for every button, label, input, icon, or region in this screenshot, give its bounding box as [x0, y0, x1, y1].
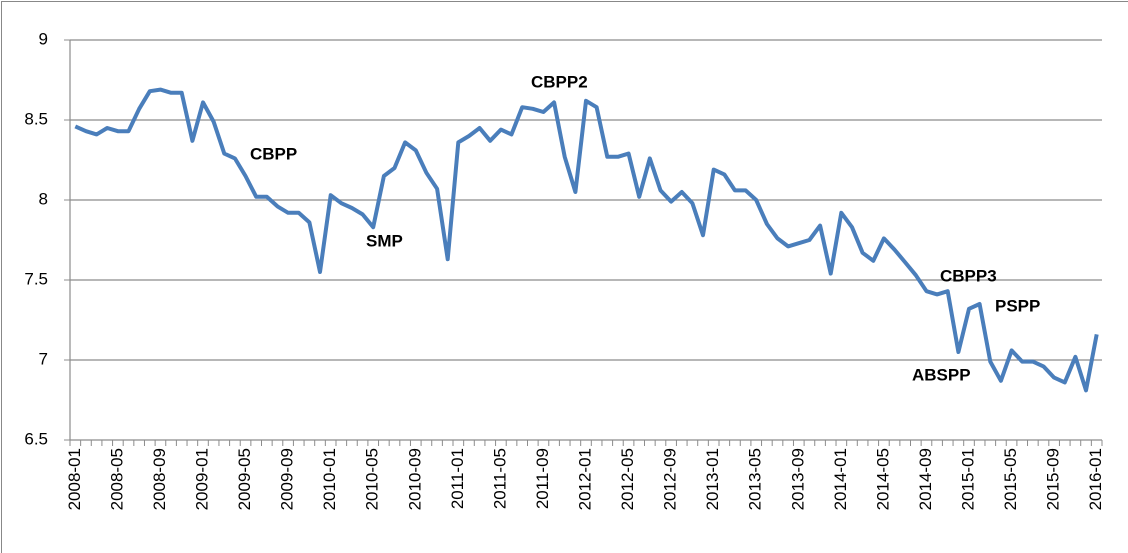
y-tick-label: 8.5 [24, 109, 48, 128]
x-tick-label: 2010-09 [405, 448, 424, 510]
x-tick-label: 2015-09 [1044, 448, 1063, 510]
x-tick-label: 2008-09 [150, 448, 169, 510]
y-tick-label: 7 [39, 349, 48, 368]
annotation: PSPP [995, 296, 1040, 315]
x-tick-label: 2013-09 [788, 448, 807, 510]
x-tick-label: 2011-05 [490, 448, 509, 509]
x-tick-label: 2009-01 [192, 448, 211, 510]
x-tick-label: 2011-09 [533, 448, 552, 509]
x-tick-label: 2009-05 [235, 448, 254, 510]
x-tick-label: 2012-01 [575, 448, 594, 510]
y-tick-label: 6.5 [24, 429, 48, 448]
x-tick-label: 2008-05 [107, 448, 126, 510]
y-tick-label: 9 [39, 29, 48, 48]
annotation: CBPP [250, 144, 297, 163]
x-tick-label: 2013-05 [746, 448, 765, 510]
annotation: ABSPP [912, 365, 971, 384]
data-line [74, 87, 1099, 393]
x-tick-label: 2008-01 [65, 448, 84, 510]
x-tick-label: 2012-05 [618, 448, 637, 510]
x-tick-label: 2009-09 [278, 448, 297, 510]
annotation: CBPP3 [940, 266, 997, 285]
y-tick-label: 7.5 [24, 269, 48, 288]
x-tick-label: 2014-01 [831, 448, 850, 510]
x-tick-label: 2014-09 [916, 448, 935, 510]
x-tick-label: 2010-01 [320, 448, 339, 510]
x-tick-label: 2015-01 [958, 448, 977, 510]
x-tick-label: 2011-01 [448, 448, 467, 509]
x-tick-label: 2010-05 [363, 448, 382, 510]
annotation: CBPP2 [531, 72, 588, 91]
y-tick-label: 8 [39, 189, 48, 208]
x-tick-label: 2016-01 [1086, 448, 1105, 510]
x-tick-label: 2013-01 [703, 448, 722, 510]
annotation: SMP [366, 231, 403, 250]
x-tick-label: 2012-09 [661, 448, 680, 510]
x-tick-label: 2014-05 [873, 448, 892, 510]
x-tick-label: 2015-05 [1001, 448, 1020, 510]
